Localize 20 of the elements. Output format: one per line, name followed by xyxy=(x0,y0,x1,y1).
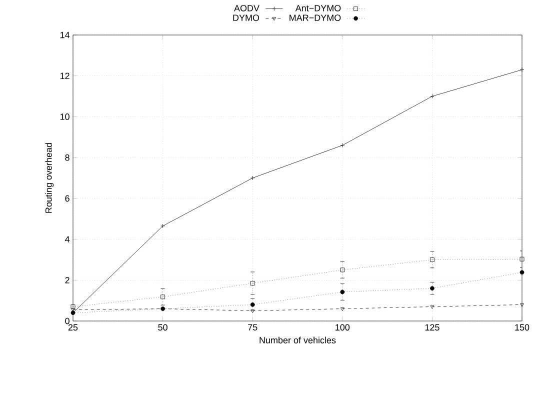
x-tick-label: 100 xyxy=(336,324,350,331)
x-tick-label: 125 xyxy=(425,324,440,331)
x-axis-title: Number of vehicles xyxy=(260,336,336,344)
y-tick-label: 14 xyxy=(60,32,70,38)
y-tick-label: 6 xyxy=(65,195,70,202)
legend-label: AODV xyxy=(234,4,260,12)
x-tick-label: 150 xyxy=(515,324,530,331)
y-tick-label: 0 xyxy=(65,318,70,324)
x-tick-label: 75 xyxy=(248,324,258,330)
legend-label: MAR−DYMO xyxy=(290,14,341,21)
y-tick-label: 10 xyxy=(60,114,70,120)
y-tick-label: 4 xyxy=(65,236,70,242)
x-tick-label: 25 xyxy=(68,324,78,331)
y-tick-label: 12 xyxy=(60,72,70,79)
legend-label: DYMO xyxy=(233,14,260,21)
y-axis-title: Routing overhead xyxy=(45,143,54,213)
legend-label: Ant−DYMO xyxy=(295,4,341,12)
y-tick-label: 2 xyxy=(65,277,70,284)
y-tick-label: 8 xyxy=(65,154,70,161)
x-tick-label: 50 xyxy=(158,324,168,331)
